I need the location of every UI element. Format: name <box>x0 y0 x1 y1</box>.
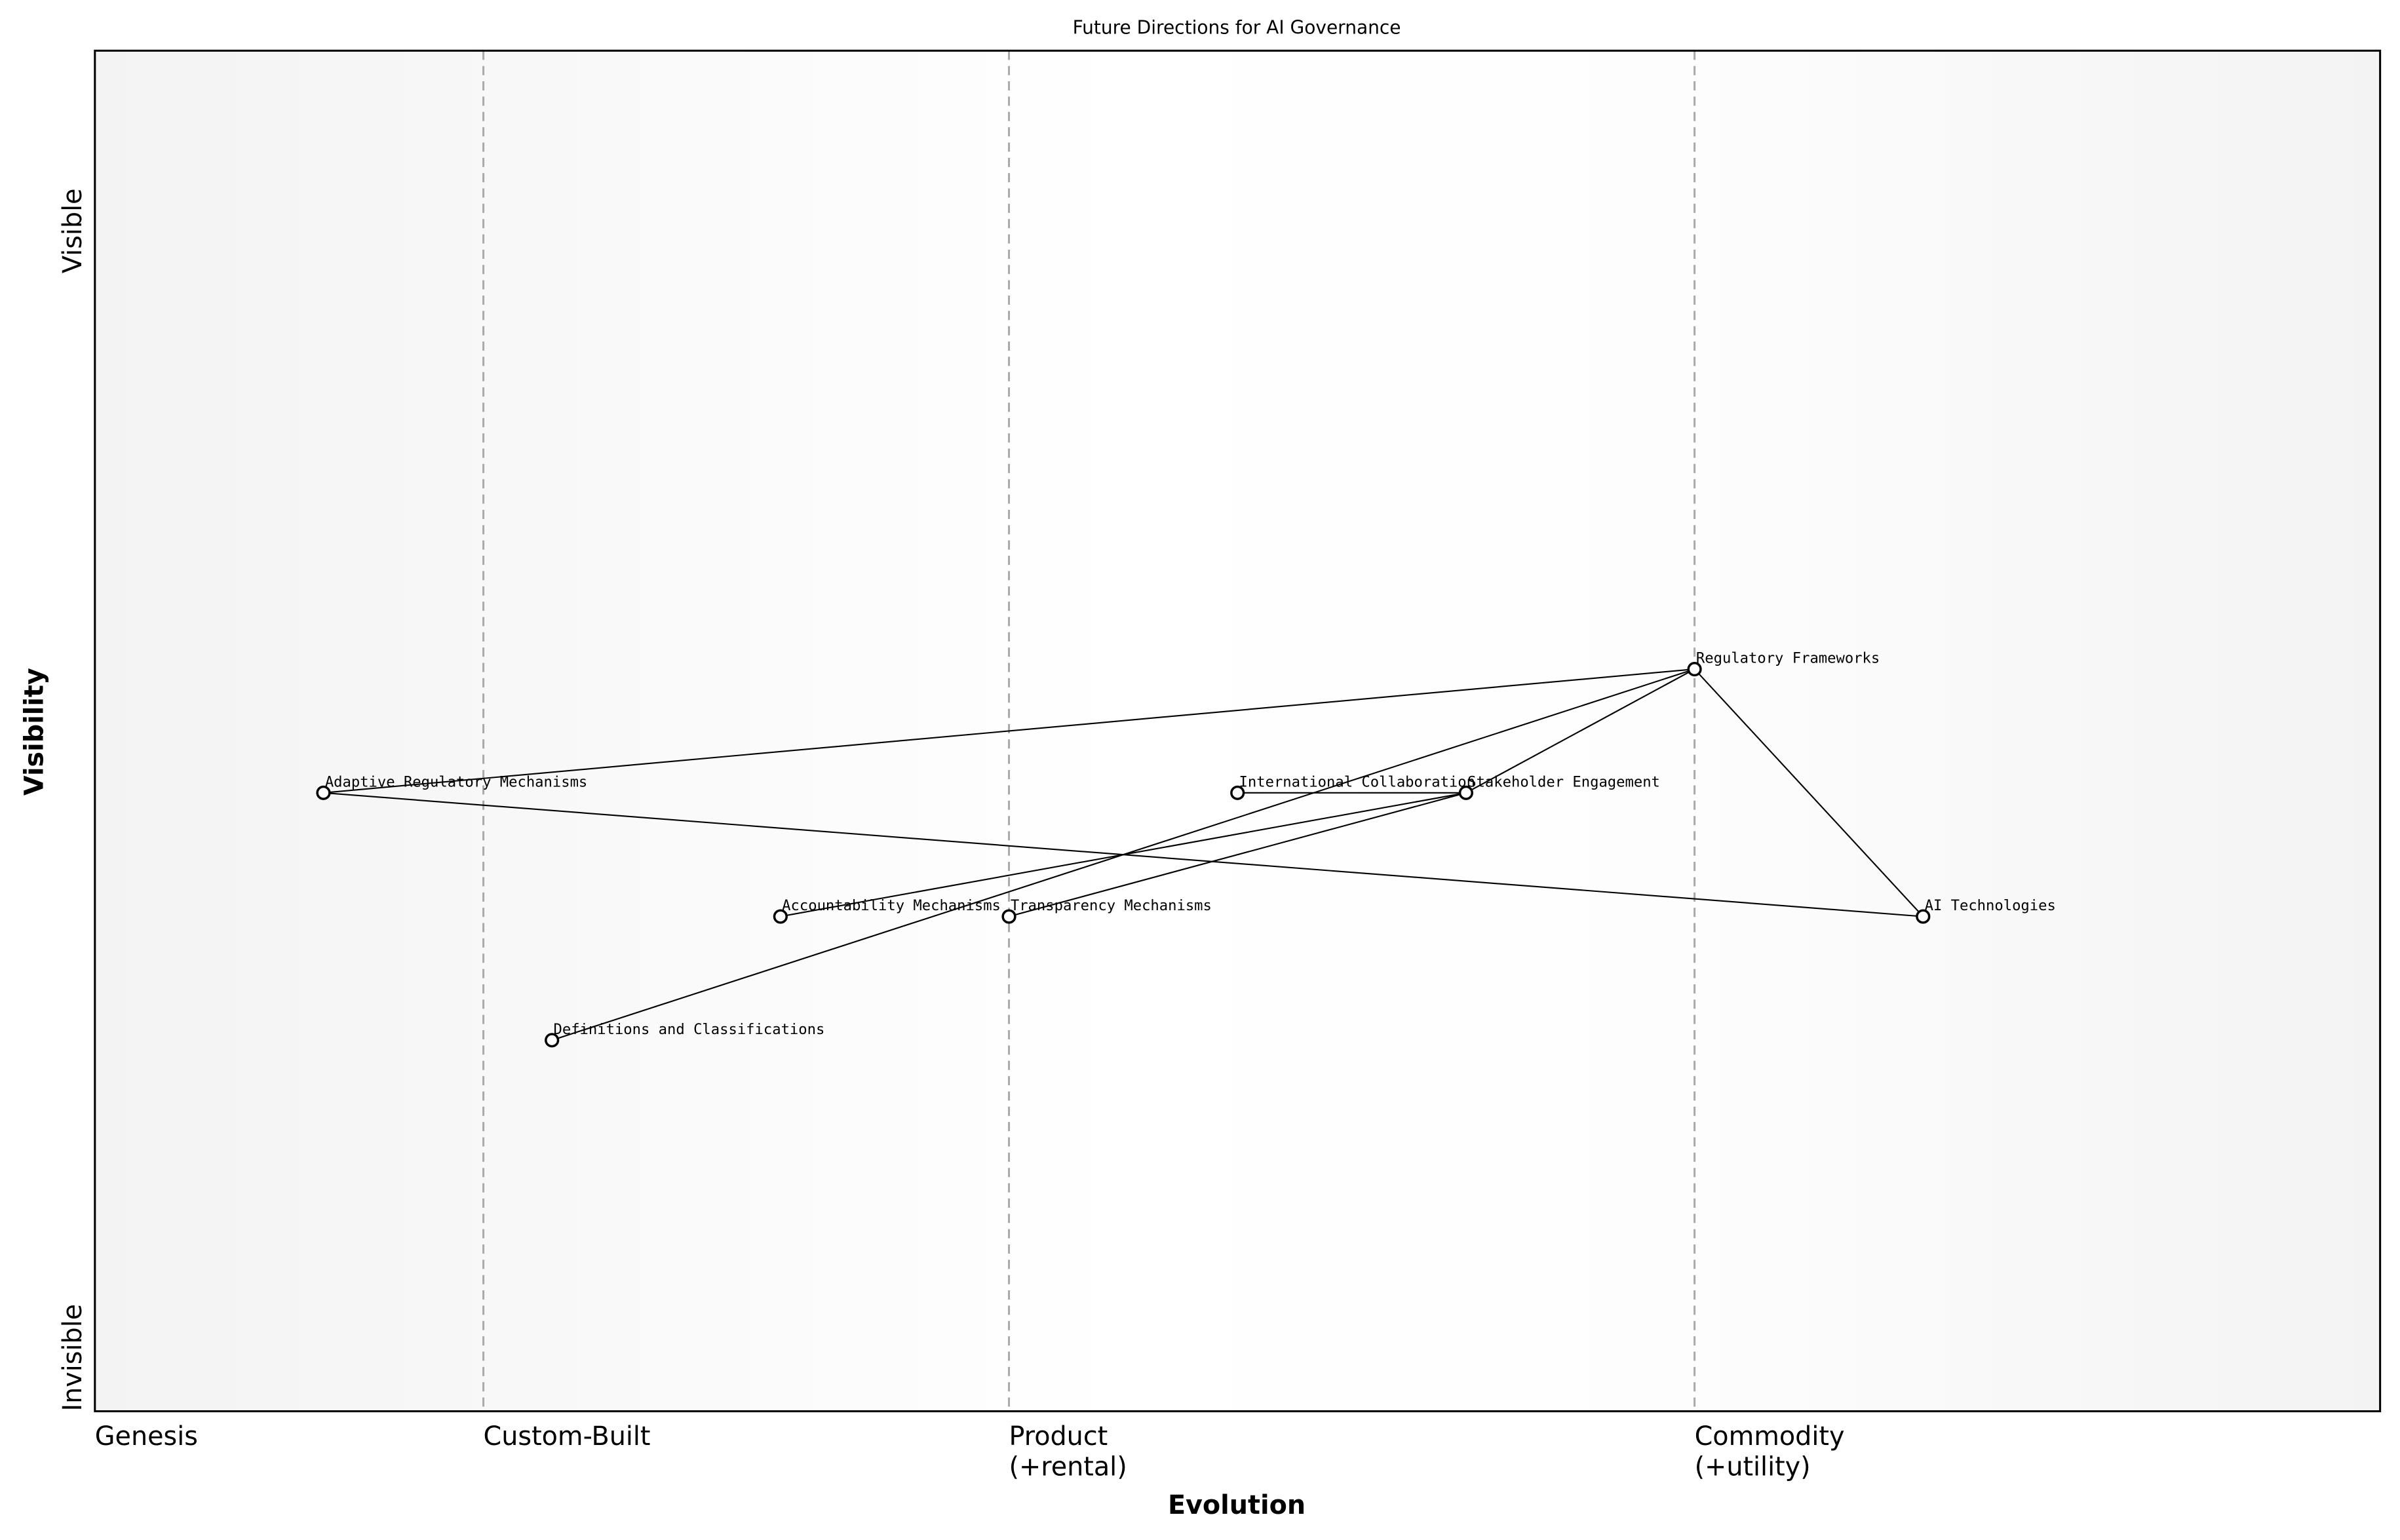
node <box>1687 661 1702 677</box>
node <box>1458 785 1473 800</box>
x-tick-label: Product (+rental) <box>1009 1421 1127 1482</box>
plot-background <box>94 50 2380 1412</box>
link <box>1465 668 1695 794</box>
x-tick-label-line: Product <box>1009 1421 1108 1452</box>
link <box>1694 668 1924 917</box>
node <box>1230 785 1245 800</box>
x-tick-label: Commodity (+utility) <box>1695 1421 1845 1482</box>
x-tick-label: Genesis <box>95 1421 198 1452</box>
node-label: Transparency Mechanisms <box>1011 897 1212 914</box>
node-label: Regulatory Frameworks <box>1696 650 1880 667</box>
x-tick-label-line: (+utility) <box>1695 1452 1811 1482</box>
node <box>1916 909 1931 924</box>
node-label: Stakeholder Engagement <box>1467 773 1660 790</box>
x-tick-label: Custom-Built <box>484 1421 651 1452</box>
x-axis-label: Evolution <box>1168 1490 1306 1520</box>
node-label: AI Technologies <box>1925 897 2056 914</box>
node-label: International Collaboration <box>1239 773 1475 790</box>
link <box>780 792 1467 917</box>
plot: Regulatory Frameworks Adaptive Regulatory… <box>316 50 2056 1412</box>
node-label: Adaptive Regulatory Mechanisms <box>325 773 587 790</box>
node <box>316 785 331 800</box>
link <box>1009 792 1467 917</box>
plot-frame <box>94 49 2382 1413</box>
node <box>1001 909 1016 924</box>
node-label: Accountability Mechanisms <box>782 897 1001 914</box>
x-tick-label-line: (+rental) <box>1009 1452 1127 1482</box>
node <box>773 909 788 924</box>
y-axis-label: Visibility <box>19 668 49 796</box>
y-tick-label: Invisible <box>58 1304 88 1412</box>
link <box>323 668 1695 794</box>
x-tick-label-line: Commodity <box>1695 1421 1845 1452</box>
node <box>545 1033 560 1048</box>
chart-title: Future Directions for AI Governance <box>1073 17 1401 39</box>
y-tick-label: Visible <box>58 188 88 273</box>
node-label: Definitions and Classifications <box>554 1021 825 1038</box>
